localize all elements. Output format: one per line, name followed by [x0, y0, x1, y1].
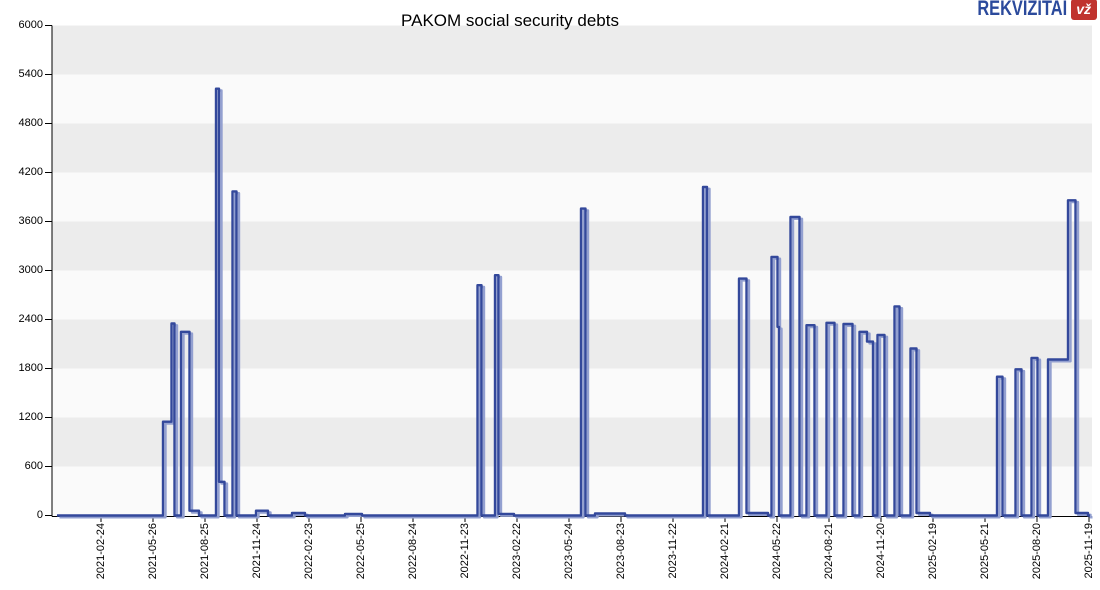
- x-tick-label: 2023-02-22: [510, 523, 523, 580]
- y-tick-label: 2400: [18, 313, 43, 325]
- y-tick-label: 1800: [18, 362, 43, 374]
- y-tick-label: 1200: [18, 411, 43, 423]
- y-tick-label: 3000: [18, 264, 43, 276]
- y-tick-label: 0: [36, 509, 43, 521]
- x-tick-label: 2025-08-20: [1030, 523, 1043, 580]
- x-tick-label: 2021-11-24: [250, 523, 263, 579]
- x-tick-label: 2021-02-24: [94, 523, 107, 580]
- vz-logo-badge: vž: [1071, 0, 1097, 20]
- x-tick-label: 2022-11-23: [458, 523, 471, 579]
- x-tick-label: 2023-05-24: [562, 523, 575, 580]
- x-tick-label: 2021-08-25: [198, 523, 211, 580]
- rekvizitai-logo-text: REKVIZITAI: [977, 0, 1068, 20]
- x-tick-label: 2023-11-22: [666, 523, 679, 579]
- y-tick-label: 4200: [18, 166, 43, 178]
- y-tick-label: 6000: [18, 19, 43, 31]
- x-tick-label: 2024-05-22: [770, 523, 783, 580]
- x-tick-label: 2025-05-21: [978, 523, 991, 580]
- chart-title: PAKOM social security debts: [401, 11, 619, 30]
- rekvizitai-logo[interactable]: REKVIZITAI vž: [952, 0, 1097, 21]
- x-tick-label: 2025-02-19: [926, 523, 939, 580]
- y-tick-label: 3600: [18, 215, 43, 227]
- x-tick-label: 2022-05-25: [354, 523, 367, 580]
- x-tick-label: 2022-02-23: [302, 523, 315, 580]
- x-tick-label: 2021-05-26: [146, 523, 159, 580]
- x-tick-label: 2024-08-21: [822, 523, 835, 580]
- x-tick-label: 2023-08-23: [614, 523, 627, 580]
- x-tick-label: 2025-11-19: [1082, 523, 1095, 579]
- y-tick-label: 4800: [18, 117, 43, 129]
- y-tick-label: 600: [24, 460, 43, 472]
- x-tick-label: 2024-02-21: [718, 523, 731, 580]
- y-tick-label: 5400: [18, 68, 43, 80]
- x-tick-label: 2022-08-24: [406, 523, 419, 580]
- x-tick-label: 2024-11-20: [874, 523, 887, 579]
